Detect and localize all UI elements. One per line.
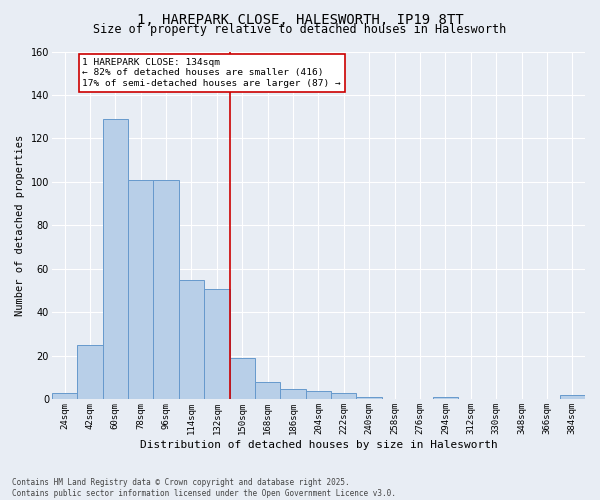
- Y-axis label: Number of detached properties: Number of detached properties: [15, 135, 25, 316]
- Bar: [128, 180, 154, 400]
- Bar: [103, 119, 128, 400]
- Bar: [433, 397, 458, 400]
- Bar: [331, 393, 356, 400]
- Bar: [77, 345, 103, 400]
- Bar: [154, 180, 179, 400]
- Text: 1 HAREPARK CLOSE: 134sqm
← 82% of detached houses are smaller (416)
17% of semi-: 1 HAREPARK CLOSE: 134sqm ← 82% of detach…: [82, 58, 341, 88]
- Bar: [356, 397, 382, 400]
- Text: Contains HM Land Registry data © Crown copyright and database right 2025.
Contai: Contains HM Land Registry data © Crown c…: [12, 478, 396, 498]
- Text: Size of property relative to detached houses in Halesworth: Size of property relative to detached ho…: [94, 22, 506, 36]
- Bar: [560, 395, 585, 400]
- Text: 1, HAREPARK CLOSE, HALESWORTH, IP19 8TT: 1, HAREPARK CLOSE, HALESWORTH, IP19 8TT: [137, 12, 463, 26]
- Bar: [306, 390, 331, 400]
- Bar: [255, 382, 280, 400]
- Bar: [204, 288, 230, 400]
- Bar: [230, 358, 255, 400]
- X-axis label: Distribution of detached houses by size in Halesworth: Distribution of detached houses by size …: [140, 440, 497, 450]
- Bar: [179, 280, 204, 400]
- Bar: [280, 388, 306, 400]
- Bar: [52, 393, 77, 400]
